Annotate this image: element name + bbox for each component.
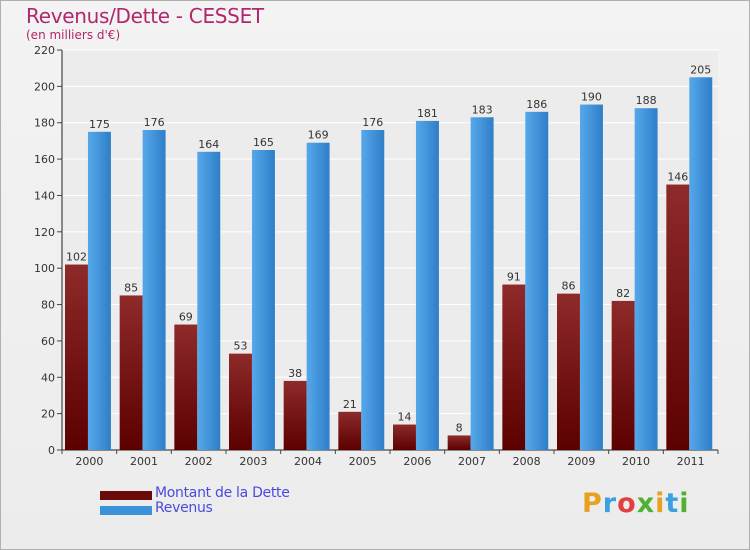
chart-title: Revenus/Dette - CESSET (26, 4, 264, 28)
bar-revenus (87, 131, 111, 450)
proxiti-logo: Proxiti (582, 488, 690, 519)
chart-subtitle: (en milliers d'€) (26, 28, 121, 42)
bar-revenus (142, 130, 166, 450)
x-tick-label: 2003 (239, 455, 267, 468)
bar-revenus (361, 130, 385, 450)
bar-revenus (634, 108, 658, 450)
data-label: 38 (288, 367, 302, 380)
logo-letter: i (655, 488, 666, 519)
plot-area (62, 50, 718, 450)
x-tick-label: 2007 (458, 455, 486, 468)
data-label: 82 (616, 287, 630, 300)
data-label: 181 (417, 107, 438, 120)
data-label: 21 (343, 398, 357, 411)
bar-debt (502, 284, 526, 450)
y-tick-label: 160 (34, 153, 55, 166)
logo-letter: i (679, 488, 690, 519)
bar-revenus (470, 117, 494, 450)
x-tick-label: 2001 (130, 455, 158, 468)
data-label: 169 (308, 129, 329, 142)
y-tick-label: 0 (48, 444, 55, 457)
bar-revenus (579, 104, 603, 450)
bar-debt (174, 324, 198, 450)
legend-swatch-revenus (100, 506, 152, 515)
y-tick-label: 140 (34, 189, 55, 202)
x-tick-label: 2000 (75, 455, 103, 468)
data-label: 164 (198, 138, 219, 151)
x-tick-label: 2006 (403, 455, 431, 468)
logo-letter: o (617, 488, 637, 519)
x-tick-label: 2010 (622, 455, 650, 468)
y-tick-label: 100 (34, 262, 55, 275)
bar-debt (229, 353, 252, 450)
data-label: 188 (636, 94, 657, 107)
y-tick-label: 80 (41, 299, 55, 312)
bar-debt (338, 411, 362, 450)
bar-debt (393, 424, 416, 450)
x-tick-label: 2009 (567, 455, 595, 468)
bar-debt (611, 300, 635, 450)
bar-revenus (197, 151, 221, 450)
y-tick-label: 200 (34, 80, 55, 93)
bar-debt (283, 380, 307, 450)
data-label: 165 (253, 136, 274, 149)
y-tick-label: 40 (41, 371, 55, 384)
data-label: 190 (581, 91, 602, 104)
y-tick-label: 220 (34, 44, 55, 57)
y-tick-label: 60 (41, 335, 55, 348)
legend-swatch-debt (100, 491, 152, 500)
data-label: 14 (397, 411, 411, 424)
data-label: 85 (124, 281, 138, 294)
data-label: 176 (144, 116, 165, 129)
data-label: 53 (233, 340, 247, 353)
x-tick-label: 2011 (677, 455, 705, 468)
y-tick-label: 20 (41, 408, 55, 421)
data-label: 91 (507, 271, 521, 284)
y-tick-label: 180 (34, 117, 55, 130)
legend-label-revenus: Revenus (155, 500, 213, 516)
bar-revenus (689, 77, 713, 450)
data-label: 205 (690, 63, 711, 76)
bar-debt (119, 295, 143, 450)
bar-revenus (415, 120, 439, 450)
bar-revenus (251, 150, 275, 450)
x-tick-label: 2004 (294, 455, 322, 468)
y-tick-label: 120 (34, 226, 55, 239)
data-label: 102 (66, 251, 87, 264)
logo-letter: r (602, 488, 618, 519)
logo-letter: t (665, 488, 680, 519)
x-tick-label: 2005 (349, 455, 377, 468)
bar-debt (666, 184, 690, 450)
x-tick-label: 2008 (513, 455, 541, 468)
data-label: 175 (89, 118, 110, 131)
data-label: 146 (667, 171, 688, 184)
bar-debt (65, 264, 88, 450)
x-tick-label: 2002 (185, 455, 213, 468)
bar-revenus (525, 111, 549, 451)
data-label: 69 (179, 311, 193, 324)
bar-debt (447, 435, 471, 450)
bar-debt (557, 293, 580, 450)
data-label: 86 (561, 280, 575, 293)
data-label: 186 (526, 98, 547, 111)
bar-revenus (306, 142, 330, 450)
logo-letter: x (636, 488, 656, 519)
legend-label-debt: Montant de la Dette (155, 485, 290, 501)
logo-letter: P (582, 488, 603, 519)
data-label: 176 (362, 116, 383, 129)
data-label: 183 (472, 103, 493, 116)
data-label: 8 (456, 421, 463, 434)
